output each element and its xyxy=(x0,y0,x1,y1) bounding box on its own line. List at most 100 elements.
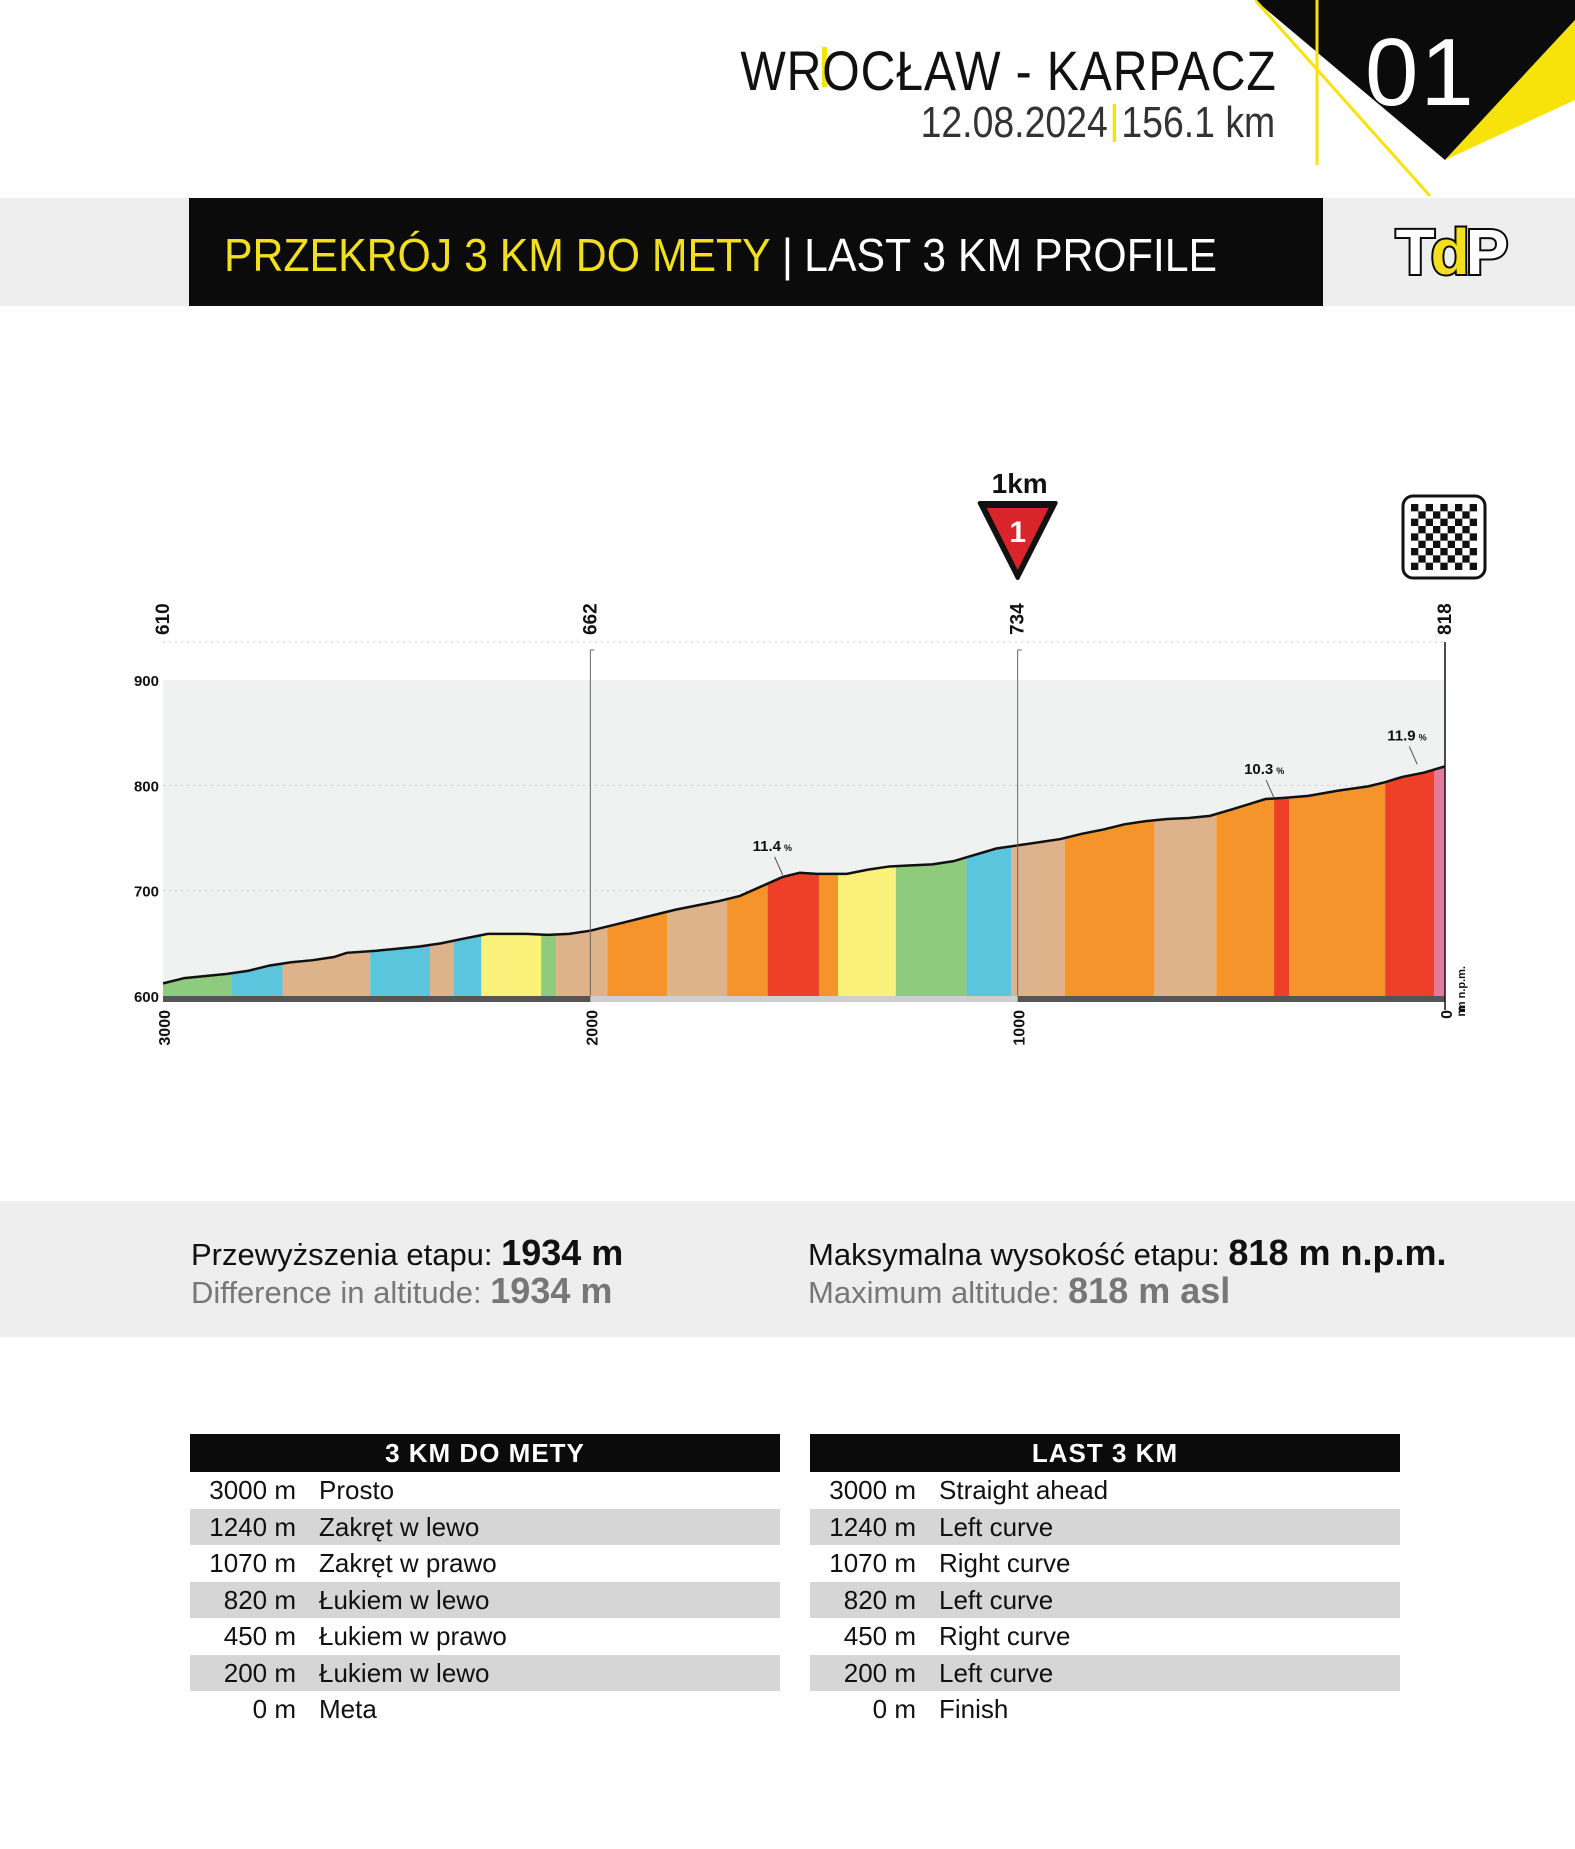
finish-flag-cell xyxy=(1425,548,1433,556)
gradient-segment xyxy=(541,934,557,996)
diff-en-label: Difference in altitude: xyxy=(191,1275,482,1310)
gradient-segment xyxy=(667,899,728,996)
finish-flag-cell xyxy=(1462,526,1470,534)
gradient-segment xyxy=(1289,782,1386,996)
gradient-segment xyxy=(966,846,1012,996)
row-distance: 3000 m xyxy=(829,1475,916,1505)
table-en-header: LAST 3 KM xyxy=(810,1434,1400,1472)
finish-flag-cell xyxy=(1411,518,1419,526)
finish-flag-cell xyxy=(1411,533,1419,541)
row-text: Zakręt w lewo xyxy=(319,1511,480,1542)
row-text: Prosto xyxy=(319,1475,395,1505)
gradient-leader xyxy=(1265,779,1275,799)
profile-title-en: LAST 3 KM PROFILE xyxy=(804,229,1218,281)
gradient-segment xyxy=(1216,798,1275,996)
finish-flag-cell xyxy=(1440,518,1448,526)
gradient-label: 11.4% xyxy=(753,838,792,855)
x-tick-label: 0 xyxy=(1439,1010,1456,1019)
max-altitude: Maksymalna wysokość etapu: 818 m n.p.m. … xyxy=(808,1232,1447,1311)
y-tick-label: 700 xyxy=(134,884,159,901)
tdp-logo: TdP TdP xyxy=(1394,218,1513,288)
gradient-segment xyxy=(1385,769,1435,996)
finish-flag-cell xyxy=(1469,562,1477,570)
gradient-segment xyxy=(1274,797,1290,996)
gradient-segment xyxy=(1064,820,1155,996)
gradient-segment xyxy=(370,944,431,996)
x-axis-label: m xyxy=(1454,1006,1468,1017)
finish-flag-cell xyxy=(1455,504,1463,512)
gradient-segment xyxy=(282,951,371,996)
road-bar-segment xyxy=(590,996,1018,1002)
gradient-label: 11.9% xyxy=(1387,727,1426,744)
table-row: 450 m Right curve xyxy=(810,1618,1400,1655)
row-text: Łukiem w prawo xyxy=(319,1621,507,1651)
finish-flag-cell xyxy=(1469,504,1477,512)
gradient-segment xyxy=(767,872,819,996)
row-distance: 450 m xyxy=(223,1621,296,1651)
y-tick-label: 600 xyxy=(134,989,159,1006)
table-row: 3000 m Prosto xyxy=(190,1472,780,1509)
finish-flag-cell xyxy=(1440,548,1448,556)
svg-text:TdP: TdP xyxy=(1396,218,1507,288)
stage-distance: 156.1 km xyxy=(1121,98,1275,147)
gradient-segment xyxy=(838,866,896,996)
gradient-segment xyxy=(1434,766,1445,996)
marker-label: 818 xyxy=(1435,603,1456,635)
table-row: 3000 m Straight ahead xyxy=(810,1472,1400,1509)
profile-chart: 610 662 734 818 600 700 800 900 3000 2000 1000 0m n… xyxy=(134,468,1487,1046)
gradient-segment xyxy=(163,973,232,996)
row-distance: 0 m xyxy=(252,1694,296,1724)
table-row: 0 m Finish xyxy=(810,1691,1400,1728)
table-row: 450 m Łukiem w prawo xyxy=(190,1618,780,1655)
y-tick-label: 800 xyxy=(134,778,159,795)
finish-flag-cell xyxy=(1433,511,1441,519)
row-text: Łukiem w lewo xyxy=(319,1584,490,1615)
finish-flag-cell xyxy=(1425,562,1433,570)
profile-line xyxy=(162,765,1446,985)
marker-label: 610 xyxy=(153,603,174,635)
finish-flag-cell xyxy=(1447,526,1455,534)
gradient-leader xyxy=(1408,746,1418,765)
table-row: 1240 m Left curve xyxy=(810,1508,1400,1545)
finish-flag-icon xyxy=(1401,494,1487,580)
route-table-en: LAST 3 KM 3000 m Straight ahead 1240 m Lef… xyxy=(810,1434,1400,1728)
row-text: Right curve xyxy=(939,1548,1071,1578)
profile-title-separator: | xyxy=(781,229,793,281)
finish-flag-cell xyxy=(1418,511,1426,519)
finish-flag-cell xyxy=(1455,548,1463,556)
gradient-leader xyxy=(774,856,784,876)
subtitle-separator xyxy=(1112,104,1117,142)
stage-number: 01 xyxy=(1365,19,1476,126)
table-row: 0 m Meta xyxy=(190,1691,780,1728)
finish-flag-cell xyxy=(1411,562,1419,570)
stage-date: 12.08.2024 xyxy=(920,98,1108,147)
x-tick-label: 1000 xyxy=(1012,1010,1029,1046)
table-row: 1070 m Right curve xyxy=(810,1545,1400,1582)
x-tick-label: 2000 xyxy=(584,1010,601,1046)
finish-flag-cell xyxy=(1455,518,1463,526)
diff-pl-value: 1934 m xyxy=(501,1232,624,1273)
finish-flag-cell xyxy=(1447,555,1455,563)
diff-pl-label: Przewyższenia etapu: xyxy=(191,1237,493,1272)
row-text: Left curve xyxy=(939,1511,1054,1542)
max-pl-value: 818 m n.p.m. xyxy=(1228,1232,1447,1273)
km-sign-label: 1km xyxy=(992,468,1048,499)
gradient-segment xyxy=(607,911,668,996)
finish-flag-cell xyxy=(1462,540,1470,548)
route-table-pl: 3 KM DO METY 3000 m Prosto 1240 m Zakręt w… xyxy=(190,1434,780,1728)
row-text: Straight ahead xyxy=(939,1475,1109,1505)
finish-flag-cell xyxy=(1418,555,1426,563)
marker-label: 662 xyxy=(580,603,601,635)
finish-flag-cell xyxy=(1418,540,1426,548)
row-distance: 3000 m xyxy=(209,1475,296,1505)
row-distance: 1240 m xyxy=(209,1511,296,1542)
gradient-segment xyxy=(895,857,967,996)
row-text: Meta xyxy=(319,1694,377,1724)
finish-flag-cell xyxy=(1411,548,1419,556)
diff-en-value: 1934 m xyxy=(490,1270,613,1311)
gradient-segment xyxy=(556,926,608,996)
finish-flag-cell xyxy=(1411,504,1419,512)
tdp-logo-text: TdP xyxy=(1396,218,1507,288)
title-accent-bar xyxy=(822,47,827,87)
finish-flag-cell xyxy=(1425,504,1433,512)
